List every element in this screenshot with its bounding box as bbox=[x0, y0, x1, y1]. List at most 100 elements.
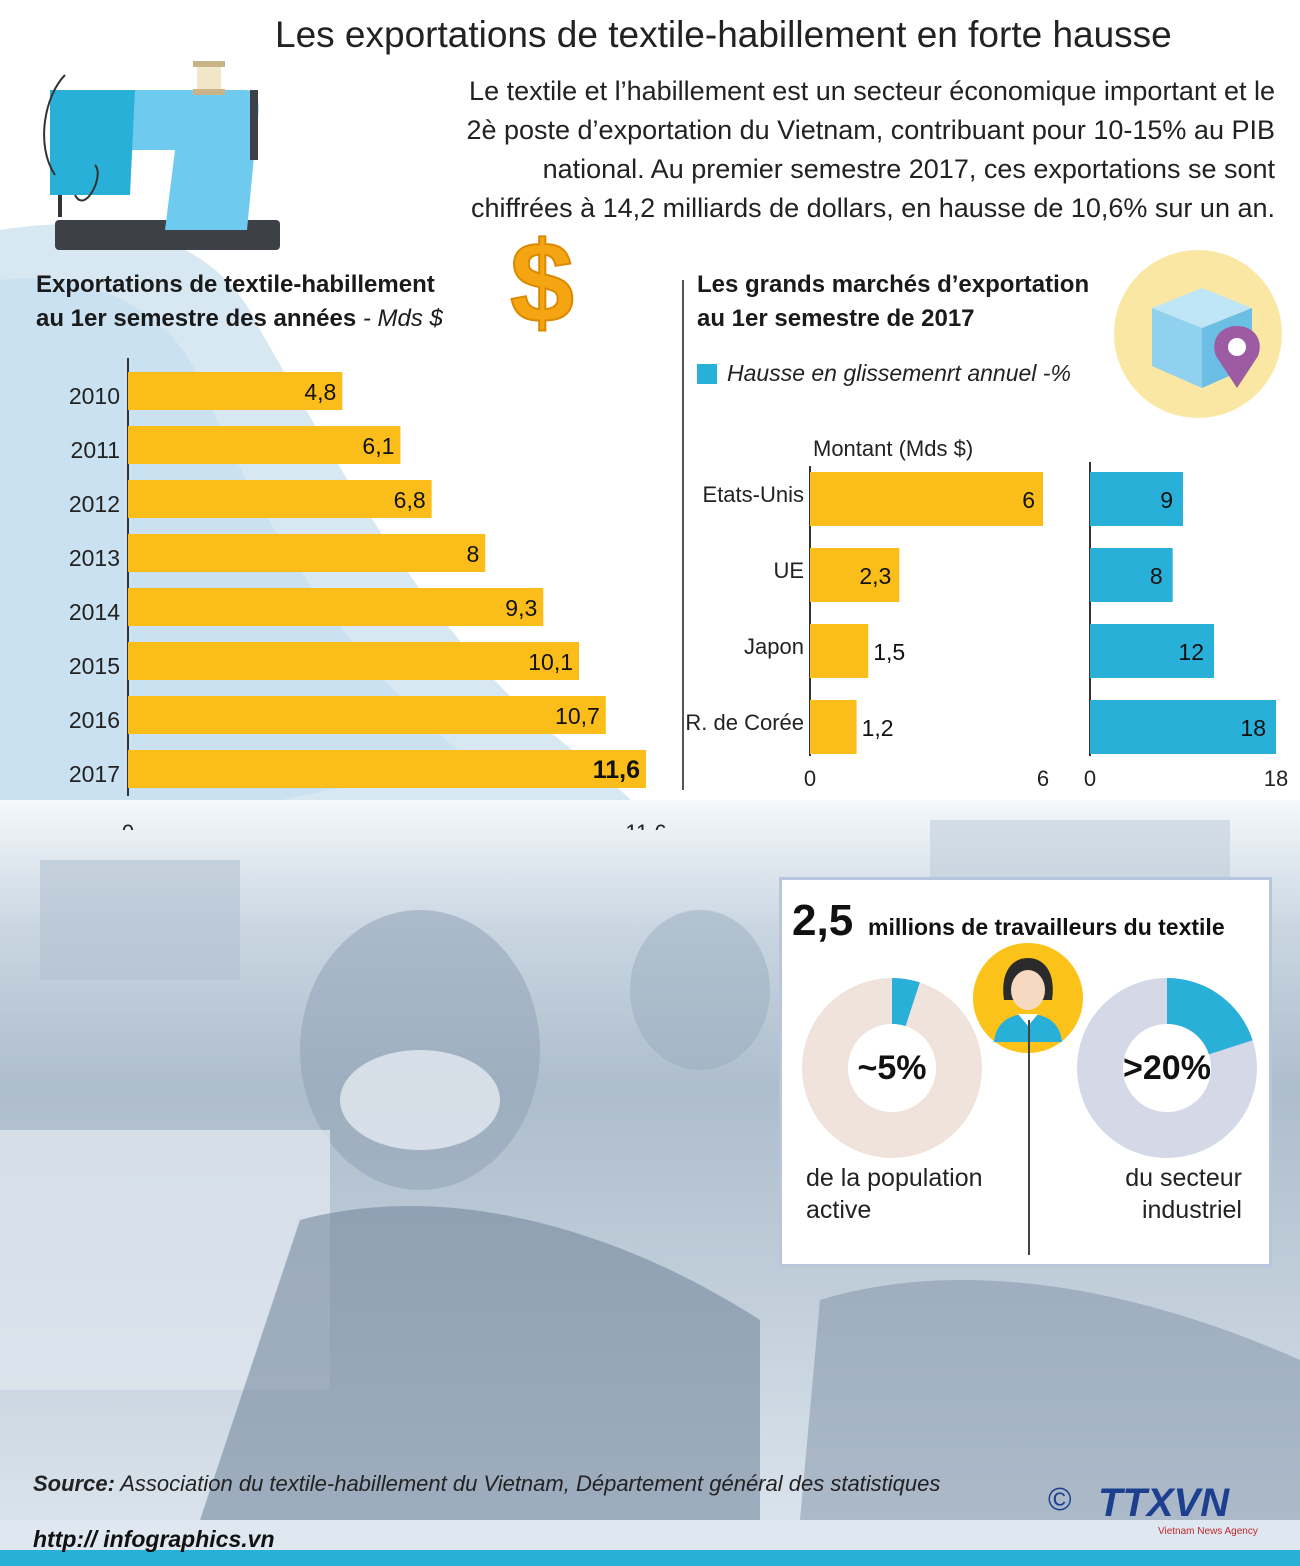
donut-hole bbox=[848, 1024, 936, 1112]
market-label: UE bbox=[773, 558, 804, 583]
svg-text:$: $ bbox=[510, 222, 574, 340]
donut1-value: ~5% bbox=[858, 1049, 927, 1087]
bar-2016 bbox=[128, 696, 606, 734]
intro-line: chiffrées à 14,2 milliards de dollars, e… bbox=[471, 193, 1275, 223]
left-chart-header: Exportations de textile-habillement au 1… bbox=[36, 268, 443, 336]
bar-2011 bbox=[128, 426, 401, 464]
amount-axis-title: Montant (Mds $) bbox=[813, 436, 973, 461]
amount-value-label: 1,5 bbox=[873, 639, 905, 665]
bar-value-label: 10,1 bbox=[528, 649, 573, 675]
growth-value-label: 9 bbox=[1160, 487, 1173, 513]
bar-2014 bbox=[128, 588, 544, 626]
donut-highlight-slice bbox=[1167, 978, 1253, 1055]
chart-legend: Hausse en glissemenrt annuel -% bbox=[697, 360, 1071, 387]
amount-tick-label: 6 bbox=[1037, 766, 1049, 791]
bar-value-label: 4,8 bbox=[304, 379, 336, 405]
donut2-slices bbox=[1077, 978, 1257, 1158]
year-label: 2016 bbox=[69, 707, 120, 733]
bar-2015 bbox=[128, 642, 580, 680]
donut1-label-line2: active bbox=[806, 1196, 872, 1224]
workers-count: 2,5 bbox=[792, 896, 854, 945]
package-location-icon bbox=[1114, 250, 1282, 418]
donut2-value: >20% bbox=[1123, 1049, 1211, 1087]
growth-value-label: 8 bbox=[1150, 563, 1163, 589]
workers-stat-panel: 2,5 millions de travailleurs du textile … bbox=[779, 877, 1272, 1267]
copyright-symbol: © bbox=[1048, 1481, 1072, 1517]
donut1-label-line1: de la population bbox=[806, 1164, 983, 1192]
stat-divider bbox=[1028, 1020, 1030, 1255]
workers-label: millions de travailleurs du textile bbox=[868, 914, 1225, 940]
year-label: 2015 bbox=[69, 653, 120, 679]
market-label: Etats-Unis bbox=[703, 482, 804, 507]
donut2-label-line2: industriel bbox=[1141, 1196, 1242, 1224]
intro-line: national. Au premier semestre 2017, ces … bbox=[542, 154, 1275, 184]
page-title: Les exportations de textile-habillement … bbox=[275, 14, 1172, 55]
charts-divider bbox=[682, 280, 684, 790]
dollar-icon: $ bbox=[509, 222, 575, 340]
amount-value-label: 6 bbox=[1022, 487, 1035, 513]
donut2-label-line1: du secteur bbox=[1125, 1164, 1242, 1192]
donut-population-chart: ~5% bbox=[802, 978, 982, 1158]
markets-chart: Montant (Mds $) Etats-Unis 6 9 UE 2,3 8 Japon 1,… bbox=[685, 436, 1288, 791]
market-label: Japon bbox=[744, 634, 804, 659]
right-chart-title-line1: Les grands marchés d’exportation bbox=[697, 271, 1090, 298]
intro-paragraph: Le textile et l’habillement est un secte… bbox=[330, 72, 1275, 228]
amount-bar bbox=[810, 700, 857, 754]
source-text: Association du textile-habillement du Vi… bbox=[114, 1471, 941, 1496]
left-chart-unit: - Mds $ bbox=[356, 305, 443, 332]
donut-highlight-slice bbox=[892, 978, 920, 1027]
growth-bar bbox=[1090, 548, 1173, 602]
growth-value-label: 12 bbox=[1178, 639, 1204, 665]
bar-2013 bbox=[128, 534, 486, 572]
bar-value-label: 6,1 bbox=[362, 433, 394, 459]
source-label: Source: bbox=[33, 1471, 115, 1496]
year-label: 2012 bbox=[69, 491, 120, 517]
market-label: R. de Corée bbox=[685, 710, 804, 735]
logo-subtitle: Vietnam News Agency bbox=[1158, 1526, 1258, 1537]
left-chart-title-line1: Exportations de textile-habillement bbox=[36, 271, 435, 298]
growth-bar bbox=[1090, 700, 1276, 754]
sewing-machine-icon bbox=[43, 61, 280, 250]
amount-value-label: 1,2 bbox=[862, 715, 894, 741]
x-tick-label: 0 bbox=[122, 820, 134, 830]
legend-label: Hausse en glissemenrt annuel -% bbox=[727, 360, 1071, 386]
bar-value-label: 11,6 bbox=[593, 756, 640, 784]
bar-value-label: 9,3 bbox=[505, 595, 537, 621]
amount-bar bbox=[810, 624, 869, 678]
intro-line: Le textile et l’habillement est un secte… bbox=[469, 76, 1275, 106]
growth-bar bbox=[1090, 624, 1214, 678]
donut2-label: du secteur industriel bbox=[1112, 1162, 1242, 1226]
logo-text: TTXVN bbox=[1098, 1481, 1230, 1525]
growth-bar bbox=[1090, 472, 1183, 526]
year-label: 2013 bbox=[69, 545, 120, 571]
yearly-exports-chart: 2010 4,8 2011 6,1 2012 6,8 2013 8 2014 9,3 2015 10,… bbox=[69, 358, 667, 830]
donut1-slices bbox=[802, 978, 982, 1158]
left-chart-title-line2: au 1er semestre des années bbox=[36, 305, 357, 332]
amount-bar bbox=[810, 548, 900, 602]
bar-2012 bbox=[128, 480, 432, 518]
amount-value-label: 2,3 bbox=[859, 563, 891, 589]
bar-2017 bbox=[128, 750, 646, 788]
bar-value-label: 6,8 bbox=[394, 487, 426, 513]
bar-value-label: 8 bbox=[466, 541, 479, 567]
donut-industry-chart: >20% bbox=[1077, 978, 1257, 1158]
growth-tick-label: 0 bbox=[1084, 766, 1096, 791]
footer-stripe bbox=[0, 1550, 1300, 1566]
amount-bar bbox=[810, 472, 1043, 526]
x-tick-label: 11,6 bbox=[625, 820, 666, 830]
growth-tick-label: 18 bbox=[1264, 766, 1288, 791]
legend-swatch bbox=[697, 364, 717, 384]
bar-2010 bbox=[128, 372, 343, 410]
ttxvn-logo: © TTXVN Vietnam News Agency bbox=[1048, 1481, 1258, 1537]
donut1-label: de la population active bbox=[806, 1162, 983, 1226]
growth-value-label: 18 bbox=[1240, 715, 1266, 741]
amount-tick-label: 0 bbox=[804, 766, 816, 791]
year-label: 2014 bbox=[69, 599, 120, 625]
right-chart-title-line2: au 1er semestre de 2017 bbox=[697, 305, 975, 332]
intro-line: 2è poste d’exportation du Vietnam, contr… bbox=[466, 115, 1275, 145]
year-label: 2017 bbox=[69, 761, 120, 787]
right-chart-header: Les grands marchés d’exportation au 1er … bbox=[697, 268, 1089, 336]
website-link[interactable]: http:// infographics.vn bbox=[33, 1526, 275, 1552]
donut-hole bbox=[1123, 1024, 1211, 1112]
year-label: 2011 bbox=[71, 437, 120, 463]
